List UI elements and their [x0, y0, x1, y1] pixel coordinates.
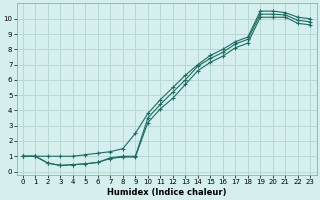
X-axis label: Humidex (Indice chaleur): Humidex (Indice chaleur) — [107, 188, 226, 197]
